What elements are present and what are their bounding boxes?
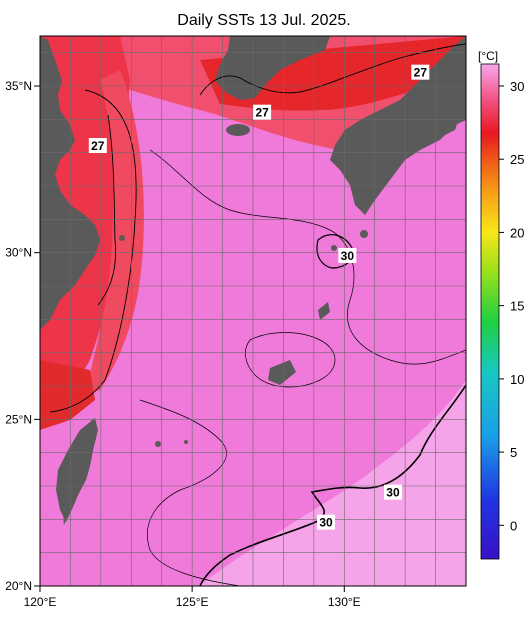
land-miyako-yaeyama (268, 360, 296, 385)
land-taiwan-body (56, 418, 98, 522)
x-tick-label: 130°E (328, 595, 361, 609)
contour-label: 27 (414, 66, 428, 80)
contour-30-south (199, 384, 466, 586)
contour-label-box (253, 104, 272, 120)
contour-28-ring (245, 332, 336, 388)
contour-label-box (383, 484, 402, 500)
y-tick-label: 35°N (5, 79, 32, 93)
contour-label-box (338, 248, 357, 263)
land-small-isle-2 (184, 440, 188, 444)
land-japan (330, 36, 466, 215)
colorbar-tick-label: 30 (510, 79, 524, 94)
colorbar-tick-label: 5 (510, 445, 517, 460)
map-title: Daily SSTs 13 Jul. 2025. (177, 12, 351, 29)
contour-label: 30 (386, 486, 400, 500)
y-axis: 20°N 25°N 30°N 35°N (5, 79, 40, 593)
sea-hot-taiwan-strait (40, 360, 95, 430)
colorbar-tick-label: 25 (510, 152, 524, 167)
grid (40, 36, 466, 586)
contour-label-box (411, 64, 430, 80)
colorbar (480, 63, 500, 560)
x-axis: 120°E 125°E 130°E (24, 586, 361, 609)
contour-29-mid (139, 399, 241, 586)
contour-label: 30 (341, 249, 355, 263)
y-tick-label: 20°N (5, 579, 32, 593)
y-tick-label: 30°N (5, 246, 32, 260)
contour-labels: 27 27 27 30 30 30 (88, 64, 430, 530)
land-yakushima (360, 230, 368, 238)
land-jeju (226, 124, 250, 136)
colorbar-tick-label: 0 (510, 518, 517, 533)
contour-label-box (317, 514, 336, 530)
contour-label: 30 (319, 516, 333, 530)
land-china (40, 36, 100, 330)
contour-27-north (199, 43, 466, 96)
contour-26-west (49, 89, 137, 413)
land-amami (331, 245, 337, 251)
land-korea (215, 36, 330, 100)
colorbar-tick-label: 10 (510, 372, 524, 387)
colorbar-tick-label: 15 (510, 299, 524, 314)
land-small-isle-3 (119, 235, 125, 241)
x-tick-label: 125°E (176, 595, 209, 609)
contour-label-box (88, 138, 107, 153)
sea-light-region (200, 380, 466, 586)
colorbar-tick-label: 20 (510, 225, 524, 240)
contour-label: 27 (91, 139, 105, 153)
map-frame (39, 35, 467, 587)
land-small-isle-1 (155, 441, 161, 447)
colorbar-ticks: 0 5 10 15 20 25 30 (499, 79, 524, 533)
land-shikoku (400, 110, 460, 140)
contour-label: 27 (255, 106, 269, 120)
colorbar-unit: [°C] (478, 49, 498, 63)
x-tick-label: 120°E (24, 595, 57, 609)
y-tick-label: 25°N (5, 412, 32, 426)
land-okinawa (318, 302, 330, 320)
contour-27-west (97, 114, 117, 306)
